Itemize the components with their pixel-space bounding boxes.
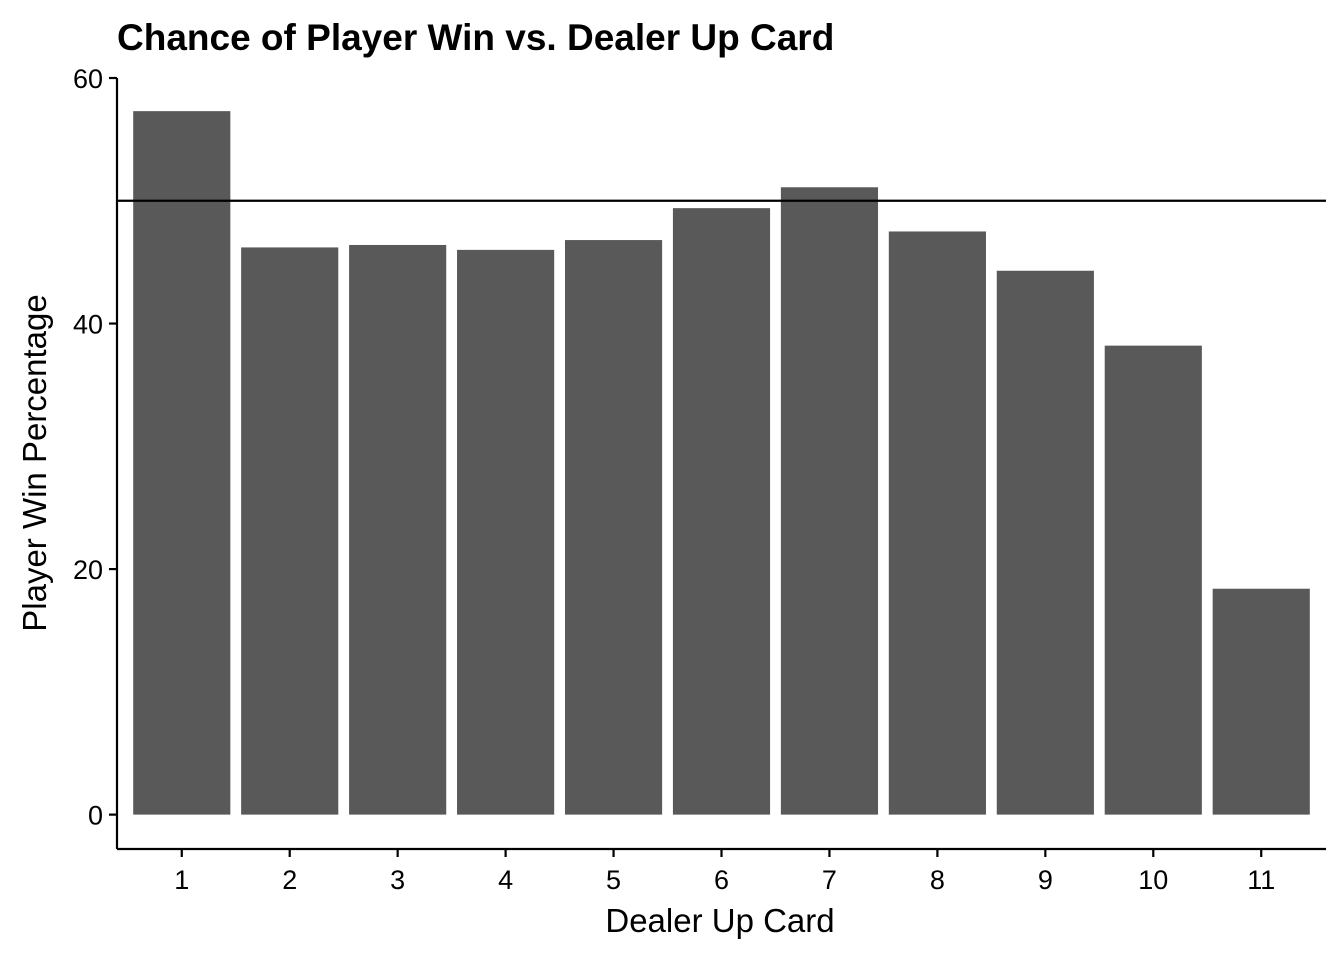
- bar-11: [1212, 588, 1310, 815]
- bar-7: [780, 187, 879, 815]
- bar-5: [564, 240, 663, 815]
- bar-6: [672, 208, 771, 815]
- x-tick-label-9: 9: [1038, 865, 1053, 895]
- x-tick-label-10: 10: [1138, 865, 1168, 895]
- bar-3: [349, 244, 447, 815]
- x-tick-label-3: 3: [390, 865, 405, 895]
- x-tick-label-4: 4: [498, 865, 513, 895]
- x-tick-label-7: 7: [822, 865, 837, 895]
- bar-2: [241, 247, 339, 815]
- x-tick-label-11: 11: [1247, 865, 1275, 895]
- x-tick-label-1: 1: [174, 865, 189, 895]
- bar-9: [996, 270, 1094, 815]
- x-tick-label-8: 8: [930, 865, 945, 895]
- bar-10: [1104, 345, 1202, 815]
- x-tick-label-6: 6: [714, 865, 729, 895]
- bar-4: [457, 249, 555, 815]
- y-axis-label: Player Win Percentage: [16, 294, 53, 632]
- y-tick-label-40: 40: [73, 310, 103, 340]
- x-tick-label-2: 2: [282, 865, 297, 895]
- y-tick-label-20: 20: [73, 555, 103, 585]
- x-tick-label-5: 5: [606, 865, 621, 895]
- bar-8: [888, 231, 986, 815]
- bar-1: [133, 111, 231, 815]
- y-tick-label-0: 0: [88, 801, 103, 831]
- chart-title: Chance of Player Win vs. Dealer Up Card: [117, 17, 834, 58]
- y-tick-label-60: 60: [73, 64, 103, 94]
- axes: 0 20 40 60 1 2 3 4 5 6 7 8 9 10 11: [73, 64, 1326, 895]
- bars: [133, 111, 1310, 815]
- x-axis-label: Dealer Up Card: [605, 902, 834, 939]
